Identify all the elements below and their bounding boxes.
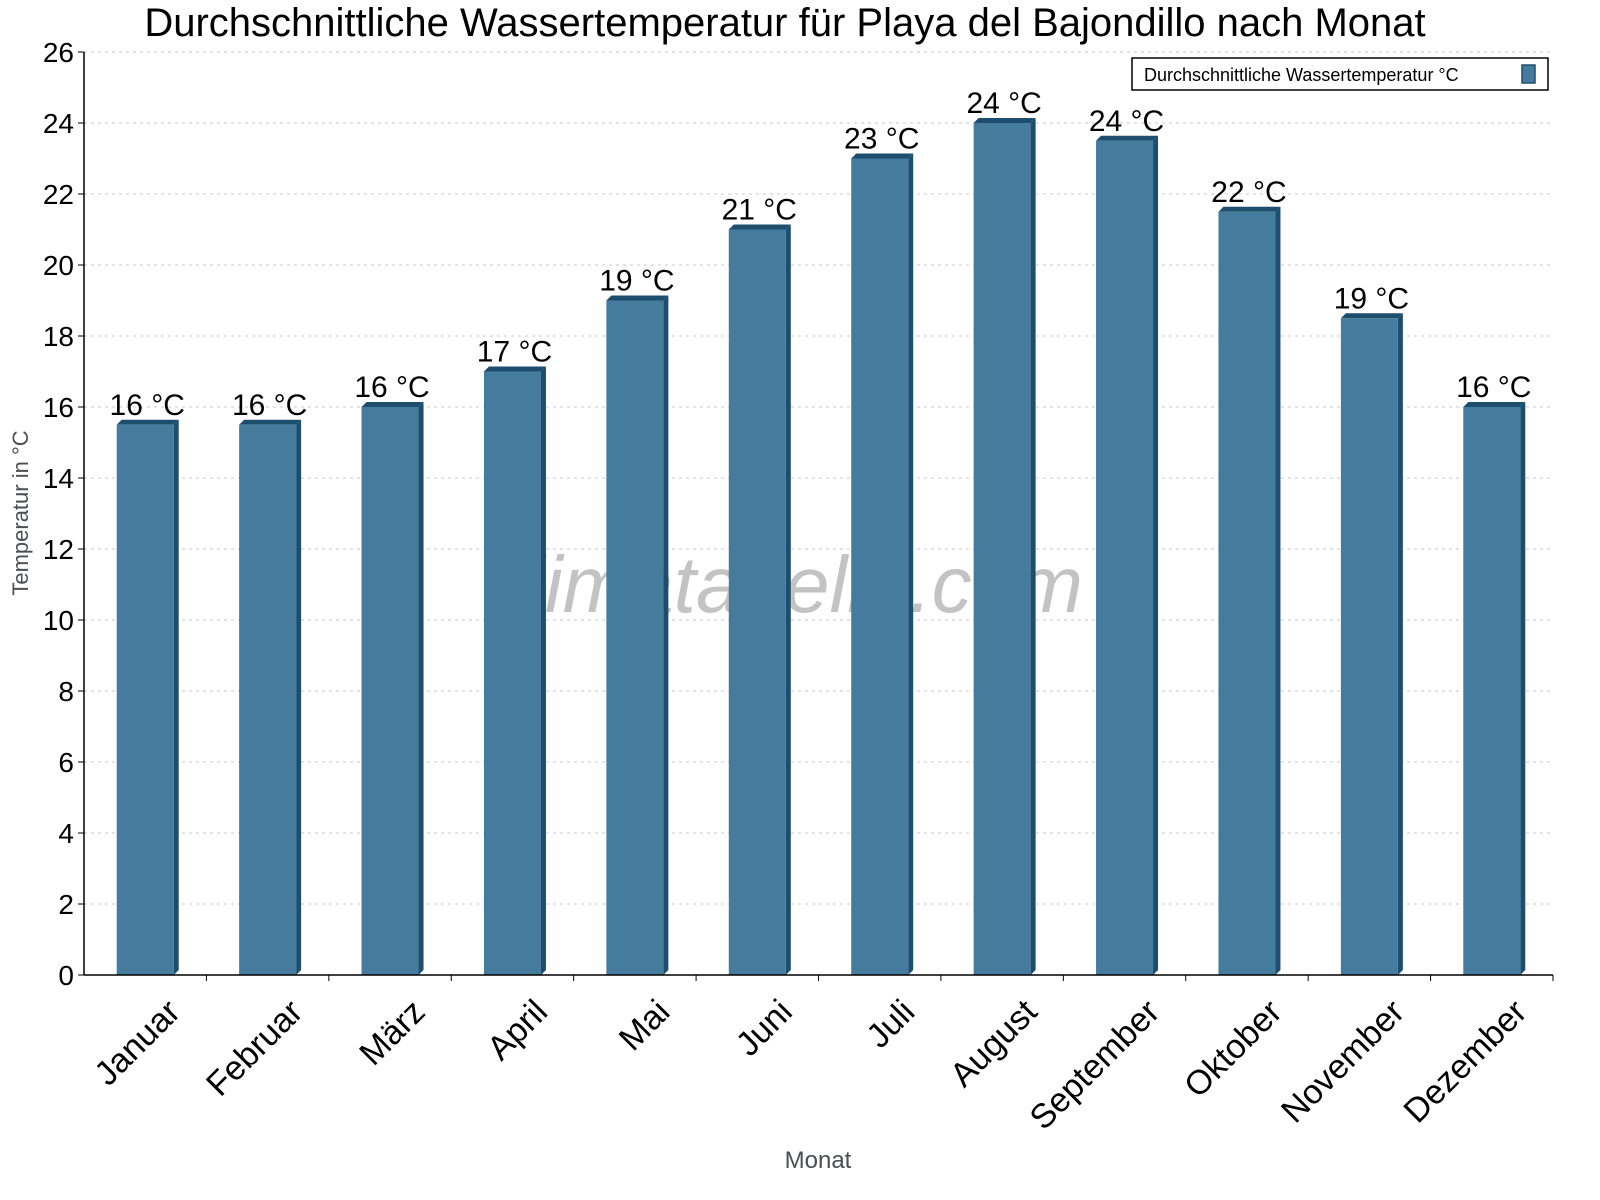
bar-side <box>1397 313 1403 975</box>
data-label: 24 °C <box>1089 105 1164 138</box>
y-tick-label: 8 <box>58 676 74 707</box>
bar-top <box>1340 313 1403 319</box>
bar-side <box>663 295 669 975</box>
data-label: 21 °C <box>722 194 797 227</box>
bar-side <box>1030 118 1036 975</box>
legend: Durchschnittliche Wassertemperatur °C <box>1131 57 1549 91</box>
bar-side <box>540 366 546 975</box>
legend-swatch <box>1521 64 1536 84</box>
y-tick-label: 4 <box>58 818 74 849</box>
bar <box>973 123 1031 975</box>
y-tick-label: 24 <box>43 108 74 139</box>
bar-top <box>361 402 424 407</box>
bar-top <box>728 224 791 230</box>
x-tick-label: August <box>943 992 1045 1094</box>
data-label: 16 °C <box>110 389 185 422</box>
bar <box>1340 318 1398 975</box>
data-label: 16 °C <box>232 389 307 422</box>
x-tick-label: Juni <box>729 993 800 1064</box>
bar <box>361 407 419 975</box>
y-tick-label: 14 <box>43 463 74 494</box>
bar <box>606 300 664 975</box>
x-tick-label: November <box>1274 993 1412 1131</box>
y-tick-label: 6 <box>58 747 74 778</box>
x-tick-label: Februar <box>199 993 310 1104</box>
bar <box>728 229 786 975</box>
y-tick-label: 16 <box>43 392 74 423</box>
bar <box>1096 140 1154 975</box>
data-label: 19 °C <box>599 265 674 298</box>
bar <box>1218 211 1276 975</box>
y-tick-label: 2 <box>58 889 74 920</box>
data-label: 23 °C <box>844 123 919 156</box>
bar <box>1463 407 1521 975</box>
bar-top <box>239 419 302 425</box>
x-tick-label: Dezember <box>1397 993 1535 1131</box>
x-tick-label: März <box>352 993 432 1073</box>
data-label: 22 °C <box>1211 176 1286 209</box>
bar-top <box>1096 135 1159 141</box>
x-tick-label: April <box>480 993 555 1068</box>
bar-side <box>785 224 791 975</box>
y-tick-label: 0 <box>58 960 74 991</box>
x-tick-label: Mai <box>612 993 678 1059</box>
chart-title: Durchschnittliche Wassertemperatur für P… <box>144 1 1425 45</box>
bar-side <box>1520 402 1526 975</box>
legend-label: Durchschnittliche Wassertemperatur °C <box>1144 65 1459 85</box>
bar <box>239 424 297 975</box>
data-label: 19 °C <box>1334 282 1409 315</box>
data-label: 17 °C <box>477 336 552 369</box>
bar-top <box>483 366 546 372</box>
bar-side <box>173 419 179 975</box>
bar-side <box>418 402 424 975</box>
bar-side <box>296 419 302 975</box>
bar-side <box>908 153 914 975</box>
y-tick-label: 12 <box>43 534 74 565</box>
bar-top <box>1218 206 1281 212</box>
data-label: 16 °C <box>354 371 429 404</box>
x-tick-label: Juli <box>859 993 922 1056</box>
data-label: 24 °C <box>966 87 1041 120</box>
bar <box>483 371 541 975</box>
bar-top <box>116 419 179 425</box>
y-tick-label: 26 <box>43 37 74 68</box>
x-tick-label: Januar <box>87 993 187 1093</box>
x-axis-label: Monat <box>785 1147 852 1174</box>
bar-top <box>973 118 1036 123</box>
bar-top <box>606 295 669 301</box>
data-label: 16 °C <box>1456 371 1531 404</box>
bar-top <box>1463 402 1526 407</box>
x-tick-label: September <box>1023 993 1167 1137</box>
bar-top <box>851 153 914 159</box>
y-tick-label: 18 <box>43 321 74 352</box>
bar <box>116 424 174 975</box>
y-tick-label: 22 <box>43 179 74 210</box>
bar <box>851 158 909 975</box>
y-tick-label: 20 <box>43 250 74 281</box>
y-axis-label: Temperatur in °C <box>8 430 33 595</box>
bar-side <box>1275 206 1281 975</box>
x-tick-label: Oktober <box>1177 993 1289 1105</box>
y-tick-label: 10 <box>43 605 74 636</box>
bar-side <box>1153 135 1159 975</box>
